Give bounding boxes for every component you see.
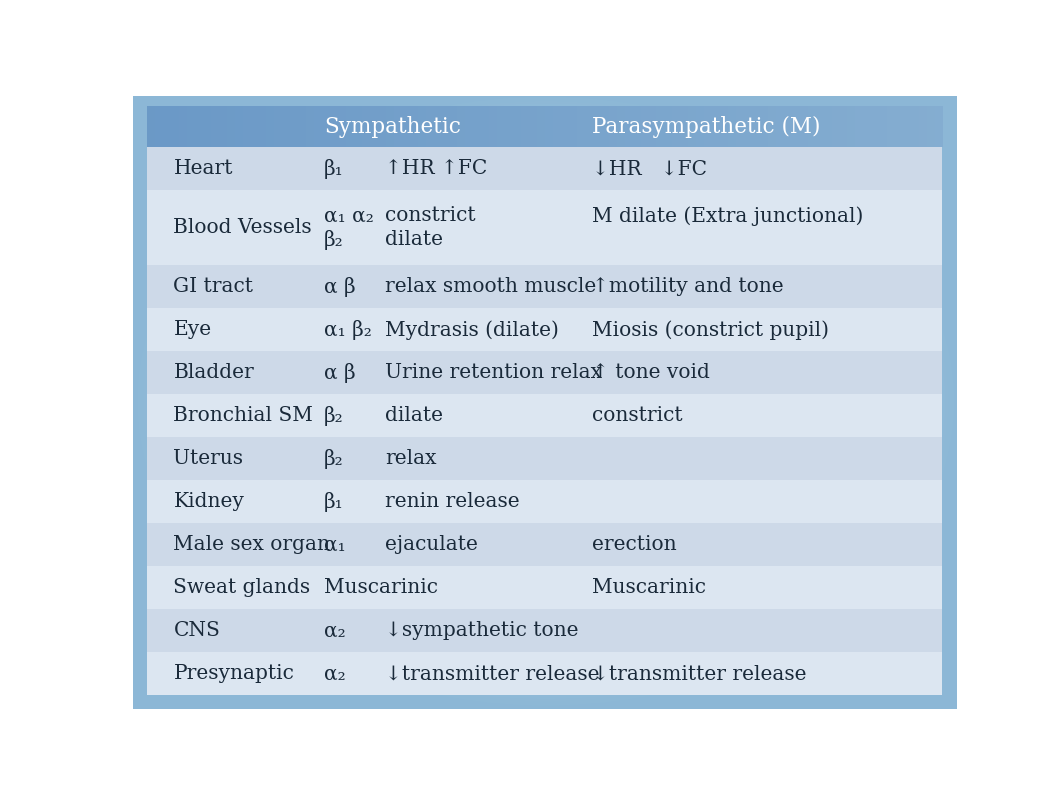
Bar — [147, 147, 942, 190]
Text: Muscarinic: Muscarinic — [592, 579, 706, 598]
Text: α₂: α₂ — [324, 622, 345, 641]
Text: Bladder: Bladder — [173, 363, 254, 383]
Text: Mydrasis (dilate): Mydrasis (dilate) — [386, 320, 559, 340]
Text: Blood Vessels: Blood Vessels — [173, 218, 312, 238]
Text: α₁ β₂: α₁ β₂ — [324, 320, 372, 340]
Text: ↓sympathetic tone: ↓sympathetic tone — [386, 622, 579, 641]
Text: ↓HR   ↓FC: ↓HR ↓FC — [592, 159, 707, 179]
Bar — [147, 265, 942, 308]
Text: ↑HR ↑FC: ↑HR ↑FC — [386, 159, 487, 179]
Text: ↑motility and tone: ↑motility and tone — [592, 277, 784, 296]
Text: M dilate (Extra junctional): M dilate (Extra junctional) — [592, 206, 863, 226]
Bar — [147, 395, 942, 438]
Text: β₁: β₁ — [324, 159, 344, 179]
Text: constrict: constrict — [592, 406, 683, 426]
Text: relax: relax — [386, 450, 436, 469]
Text: ejaculate: ejaculate — [386, 536, 478, 555]
Bar — [147, 610, 942, 653]
Text: Sympathetic: Sympathetic — [324, 116, 461, 138]
Text: Heart: Heart — [173, 159, 233, 179]
Text: dilate: dilate — [386, 406, 443, 426]
Text: relax smooth muscle: relax smooth muscle — [386, 277, 597, 296]
Text: ↑ tone void: ↑ tone void — [592, 363, 709, 383]
Text: β₁: β₁ — [324, 492, 344, 512]
Text: erection: erection — [592, 536, 676, 555]
Text: CNS: CNS — [173, 622, 221, 641]
Text: Urine retention relax: Urine retention relax — [386, 363, 602, 383]
Bar — [147, 190, 942, 265]
Text: Bronchial SM: Bronchial SM — [173, 406, 313, 426]
Text: Presynaptic: Presynaptic — [173, 665, 294, 684]
Bar — [147, 653, 942, 696]
Bar — [147, 524, 942, 567]
Text: α β: α β — [324, 277, 356, 297]
Text: ↓transmitter release: ↓transmitter release — [386, 665, 600, 684]
Text: Kidney: Kidney — [173, 493, 244, 512]
Bar — [147, 308, 942, 351]
Text: α₁ α₂: α₁ α₂ — [324, 206, 374, 226]
Text: Eye: Eye — [173, 320, 211, 340]
Bar — [147, 567, 942, 610]
Text: α₂: α₂ — [324, 665, 345, 684]
Text: α β: α β — [324, 363, 356, 383]
Bar — [147, 351, 942, 395]
Text: GI tract: GI tract — [173, 277, 254, 296]
Bar — [147, 438, 942, 481]
Bar — [147, 481, 942, 524]
Text: dilate: dilate — [386, 230, 443, 249]
Text: β₂: β₂ — [324, 406, 343, 426]
Text: β₂: β₂ — [324, 230, 343, 250]
Text: renin release: renin release — [386, 493, 519, 512]
Text: Muscarinic: Muscarinic — [324, 579, 438, 598]
Text: α₁: α₁ — [324, 536, 345, 555]
Text: Uterus: Uterus — [173, 450, 243, 469]
Text: Sweat glands: Sweat glands — [173, 579, 310, 598]
Text: constrict: constrict — [386, 206, 476, 226]
Text: Miosis (constrict pupil): Miosis (constrict pupil) — [592, 320, 828, 340]
Text: ↓transmitter release: ↓transmitter release — [592, 665, 806, 684]
Text: β₂: β₂ — [324, 449, 343, 469]
Text: Parasympathetic (M): Parasympathetic (M) — [592, 116, 820, 138]
Text: Male sex organ: Male sex organ — [173, 536, 330, 555]
